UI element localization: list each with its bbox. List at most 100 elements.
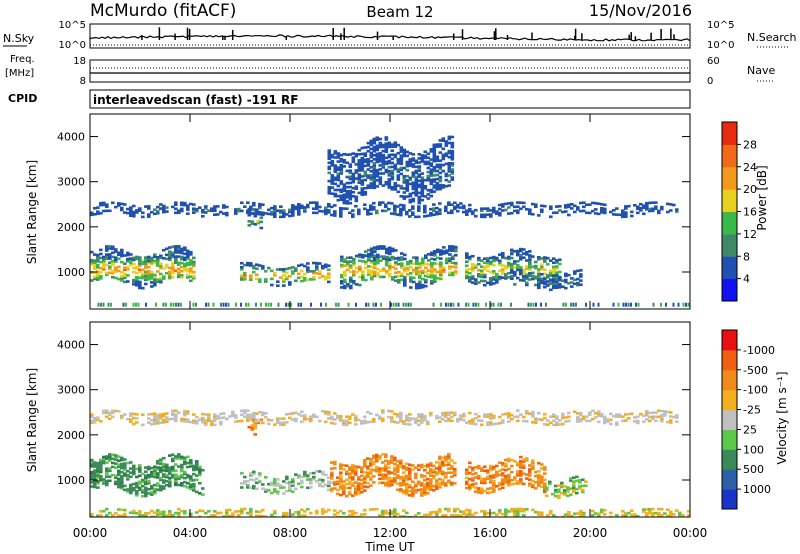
heatmap-cell	[351, 215, 355, 218]
cpid-box	[89, 89, 691, 109]
heatmap-cell	[183, 248, 187, 252]
heatmap-cell	[393, 204, 397, 208]
heatmap-cell	[135, 485, 139, 489]
heatmap-cell	[432, 190, 437, 193]
heatmap-cell	[318, 205, 322, 209]
heatmap-cell	[117, 257, 121, 261]
heatmap-cell	[90, 421, 94, 425]
heatmap-cell	[363, 462, 367, 466]
heatmap-cell	[450, 135, 455, 139]
heatmap-cell	[363, 513, 367, 516]
heatmap-cell	[381, 411, 385, 414]
heatmap-cell	[111, 271, 115, 275]
heatmap-cell	[411, 185, 416, 189]
heatmap-cell	[435, 512, 439, 516]
heatmap-cell	[513, 507, 517, 511]
heatmap-cell	[240, 507, 244, 511]
heatmap-cell	[351, 509, 355, 513]
heatmap-cell	[639, 206, 643, 210]
heatmap-cell	[96, 272, 100, 275]
heatmap-cell	[402, 166, 407, 170]
heatmap-cell	[327, 179, 332, 183]
heatmap-cell	[343, 286, 347, 290]
heatmap-cell	[627, 204, 631, 208]
heatmap-cell	[349, 260, 353, 263]
heatmap-cell	[225, 213, 229, 217]
heatmap-cell	[219, 412, 223, 416]
heatmap-cell	[315, 511, 319, 515]
heatmap-cell	[192, 274, 196, 278]
heatmap-cell	[333, 164, 338, 167]
heatmap-cell	[246, 409, 250, 412]
heatmap-cell	[522, 268, 526, 272]
heatmap-cell	[114, 482, 118, 486]
heatmap-cell	[412, 280, 416, 284]
heatmap-cell	[477, 477, 481, 480]
heatmap-cell	[354, 187, 359, 190]
heatmap-cell	[249, 478, 253, 481]
heatmap-cell	[486, 469, 490, 472]
heatmap-cell	[534, 277, 538, 280]
heatmap-cell	[426, 178, 431, 182]
heatmap-cell	[465, 472, 469, 476]
heatmap-cell	[363, 207, 367, 211]
heatmap-cell	[273, 490, 277, 493]
heatmap-cell	[468, 513, 472, 516]
heatmap-cell	[135, 490, 139, 493]
heatmap-cell	[138, 514, 142, 517]
heatmap-cell	[489, 209, 493, 212]
heatmap-cell	[96, 486, 100, 489]
heatmap-cell	[243, 507, 247, 511]
heatmap-cell	[510, 470, 514, 474]
heatmap-cell	[513, 270, 517, 274]
heatmap-cell	[663, 412, 667, 415]
heatmap-cell	[372, 420, 376, 423]
heatmap-cell	[120, 275, 124, 278]
colorbar-tick-label: -100	[743, 384, 768, 397]
heatmap-cell	[402, 491, 406, 495]
heatmap-cell	[561, 422, 565, 426]
heatmap-cell	[255, 477, 259, 480]
heatmap-cell	[438, 461, 442, 465]
heatmap-cell	[492, 422, 496, 426]
colorbar-tick-label: 4	[743, 273, 750, 286]
heatmap-cell	[489, 478, 493, 482]
heatmap-cell	[327, 264, 331, 267]
heatmap-cell	[393, 145, 398, 148]
heatmap-cell	[492, 210, 496, 214]
heatmap-cell	[111, 409, 115, 413]
heatmap-cell	[339, 215, 343, 218]
heatmap-cell	[420, 475, 424, 479]
heatmap-cell	[390, 177, 395, 181]
heatmap-cell	[429, 482, 433, 485]
heatmap-cell	[135, 492, 139, 495]
heatmap-cell	[528, 212, 532, 216]
heatmap-cell	[548, 480, 552, 484]
heatmap-cell	[180, 482, 184, 485]
heatmap-cell	[369, 166, 374, 169]
heatmap-cell	[372, 141, 377, 145]
heatmap-cell	[90, 471, 94, 474]
heatmap-cell	[159, 458, 163, 461]
heatmap-cell	[315, 469, 319, 473]
heatmap-cell	[555, 415, 559, 418]
heatmap-cell	[330, 475, 334, 479]
heatmap-cell	[357, 482, 361, 485]
heatmap-cell	[189, 465, 193, 468]
heatmap-cell	[519, 466, 523, 469]
heatmap-cell	[255, 263, 259, 266]
heatmap-cell	[435, 163, 440, 167]
heatmap-cell	[522, 201, 526, 205]
heatmap-cell	[390, 512, 394, 515]
heatmap-cell	[385, 247, 389, 251]
heatmap-cell	[382, 257, 386, 260]
heatmap-cell	[408, 162, 413, 165]
colorbar-swatch	[722, 278, 737, 302]
heatmap-cell	[168, 252, 172, 255]
heatmap-cell	[162, 418, 166, 422]
heatmap-cell	[513, 260, 517, 263]
heatmap-cell	[174, 245, 178, 248]
heatmap-cell	[486, 207, 490, 210]
heatmap-cell	[609, 422, 613, 426]
heatmap-cell	[439, 269, 443, 273]
